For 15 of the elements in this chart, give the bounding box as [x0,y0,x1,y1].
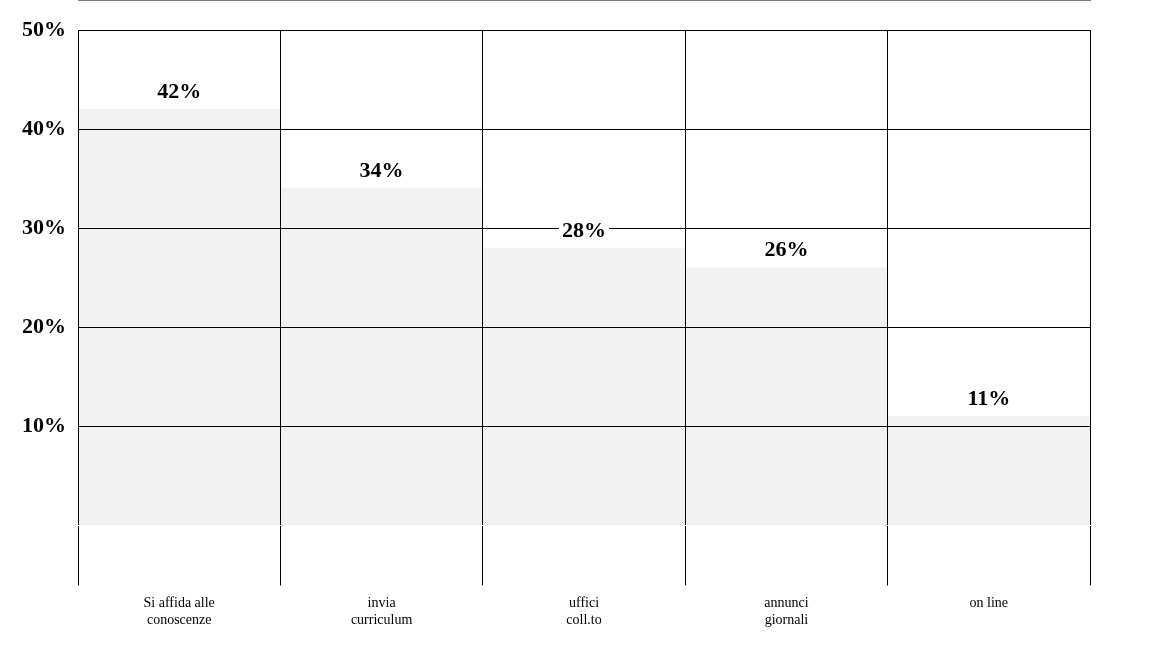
x-tick-label: invia curriculum [350,595,413,628]
y-tick-label: 50% [22,15,66,41]
x-tick-label: on line [969,595,1009,611]
x-tick-label: Si affida alle conoscenze [143,595,215,628]
data-label: 28% [562,216,606,242]
y-tick-label: 10% [22,412,66,438]
data-label: 11% [967,385,1011,411]
x-tick-label: annunci giornali [764,595,809,628]
x-tick-label: uffici coll.to [566,595,602,628]
data-label: 34% [359,157,404,183]
data-label: 26% [764,236,809,262]
y-tick-label: 30% [22,213,66,239]
data-label: 42% [157,77,202,103]
y-tick-label: 40% [22,114,66,140]
y-tick-label: 20% [22,312,66,338]
